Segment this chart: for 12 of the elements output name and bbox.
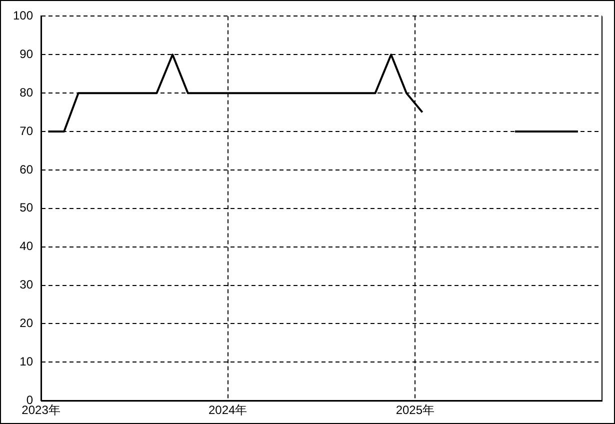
y-tick-label: 70 — [20, 124, 34, 138]
y-tick-label: 60 — [20, 162, 34, 176]
x-tick-label: 2024年 — [208, 403, 248, 418]
x-tick-label: 2025年 — [396, 403, 435, 418]
y-tick-label: 50 — [20, 200, 34, 215]
y-tick-label: 30 — [20, 278, 34, 292]
y-tick-label: 10 — [20, 354, 34, 368]
y-tick-label: 100 — [12, 8, 34, 23]
y-tick-label: 80 — [20, 85, 34, 100]
y-tick-label: 20 — [20, 316, 34, 330]
y-tick-label: 90 — [20, 46, 34, 61]
y-tick-label: 40 — [20, 239, 34, 254]
